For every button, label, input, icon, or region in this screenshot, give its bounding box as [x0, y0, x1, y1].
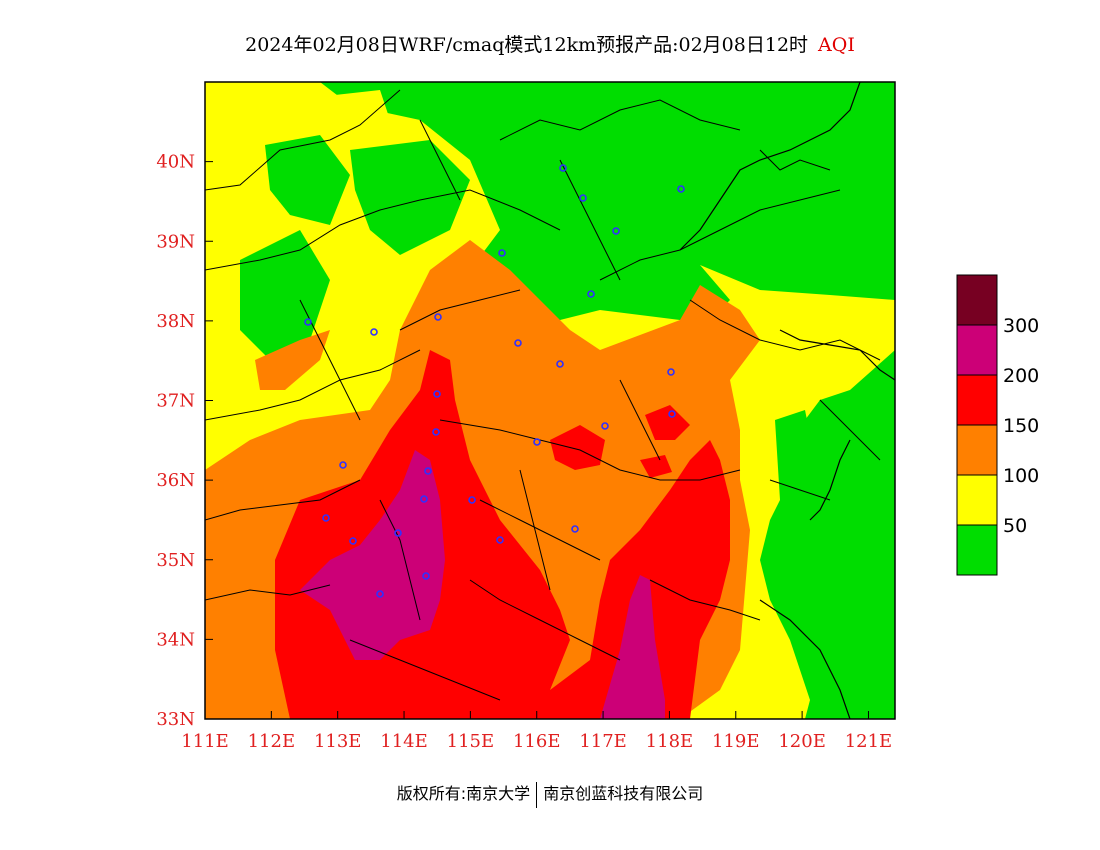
- legend-box-300-plus: [956, 274, 998, 326]
- lon-tick-label: 111E: [181, 731, 229, 752]
- station-marker: [496, 536, 504, 544]
- lon-tick-label: 119E: [712, 731, 760, 752]
- station-marker: [433, 390, 441, 398]
- station-marker: [349, 537, 357, 545]
- station-marker: [394, 529, 402, 537]
- legend-label-100: 100: [1003, 465, 1039, 487]
- title-main: 2024年02月08日WRF/cmaq模式12km预报产品:02月08日12时: [245, 34, 809, 56]
- station-marker: [533, 438, 541, 446]
- legend-label-200: 200: [1003, 365, 1039, 387]
- aqi-map-area: [205, 82, 895, 719]
- aqi-zone-orange-west: [255, 330, 330, 390]
- company-text: 南京创蓝科技有限公司: [543, 784, 704, 803]
- legend-box-150-200: [956, 374, 998, 426]
- aqi-zone-red-east-1: [550, 425, 605, 470]
- lon-tick-label: 115E: [447, 731, 495, 752]
- lat-tick-label: 36N: [156, 470, 195, 491]
- station-marker: [468, 496, 476, 504]
- station-marker: [587, 290, 595, 298]
- station-marker: [339, 461, 347, 469]
- legend-box-100-150: [956, 424, 998, 476]
- legend-label-150: 150: [1003, 415, 1039, 437]
- legend-box-50-100: [956, 474, 998, 526]
- latitude-axis: 33N 34N 35N 36N 37N 38N 39N 40N: [156, 152, 213, 730]
- station-marker: [579, 194, 587, 202]
- lon-tick-label: 121E: [845, 731, 893, 752]
- station-marker: [601, 422, 609, 430]
- station-marker: [556, 360, 564, 368]
- lon-tick-label: 114E: [380, 731, 428, 752]
- aqi-zone-green-west: [240, 230, 330, 360]
- station-marker: [677, 185, 685, 193]
- lon-tick-label: 113E: [314, 731, 362, 752]
- aqi-zone-red-east-2: [645, 405, 690, 440]
- legend-box-200-300: [956, 324, 998, 376]
- legend-label-300: 300: [1003, 315, 1039, 337]
- legend-label-50: 50: [1003, 515, 1027, 537]
- station-marker: [559, 164, 567, 172]
- station-marker: [370, 328, 378, 336]
- copyright-text: 版权所有:南京大学: [396, 784, 531, 803]
- aqi-zone-green-northwest: [265, 135, 350, 225]
- lat-tick-label: 33N: [156, 709, 195, 730]
- station-marker: [514, 339, 522, 347]
- station-marker: [612, 227, 620, 235]
- aqi-legend: 50 100 150 200 300: [956, 274, 1039, 576]
- lon-tick-label: 112E: [248, 731, 296, 752]
- station-marker: [434, 313, 442, 321]
- lat-tick-label: 34N: [156, 629, 195, 650]
- station-marker: [667, 368, 675, 376]
- aqi-zone-magenta: [300, 450, 445, 660]
- title-variable: AQI: [818, 34, 855, 56]
- aqi-zone-magenta-south: [600, 575, 665, 719]
- lon-tick-label: 117E: [579, 731, 627, 752]
- longitude-axis: 111E 112E 113E 114E 115E 116E 117E 118E 119E 120E…: [181, 711, 892, 752]
- lon-tick-label: 116E: [513, 731, 561, 752]
- lon-tick-label: 120E: [778, 731, 826, 752]
- station-marker: [424, 467, 432, 475]
- footer-separator: [536, 781, 538, 808]
- station-marker: [304, 318, 312, 326]
- station-marker: [420, 495, 428, 503]
- lat-tick-label: 40N: [156, 152, 195, 173]
- lon-tick-label: 118E: [646, 731, 694, 752]
- lat-tick-label: 35N: [156, 550, 195, 571]
- station-marker: [376, 590, 384, 598]
- station-marker: [668, 410, 676, 418]
- chart-title: 2024年02月08日WRF/cmaq模式12km预报产品:02月08日12时 A…: [0, 30, 1100, 57]
- lat-tick-label: 37N: [156, 391, 195, 412]
- aqi-zone-red-east-3: [640, 455, 672, 478]
- station-marker: [422, 572, 430, 580]
- station-marker: [571, 525, 579, 533]
- province-borders: [205, 89, 881, 701]
- lat-tick-label: 38N: [156, 311, 195, 332]
- station-marker: [432, 428, 440, 436]
- coastline: [679, 82, 895, 719]
- legend-box-0-50: [956, 524, 998, 576]
- footer: 版权所有:南京大学 南京创蓝科技有限公司: [0, 780, 1100, 808]
- station-marker: [322, 514, 330, 522]
- aqi-zone-green-central: [350, 140, 470, 255]
- station-marker: [498, 249, 506, 257]
- monitoring-stations: [304, 164, 685, 598]
- lat-tick-label: 39N: [156, 231, 195, 252]
